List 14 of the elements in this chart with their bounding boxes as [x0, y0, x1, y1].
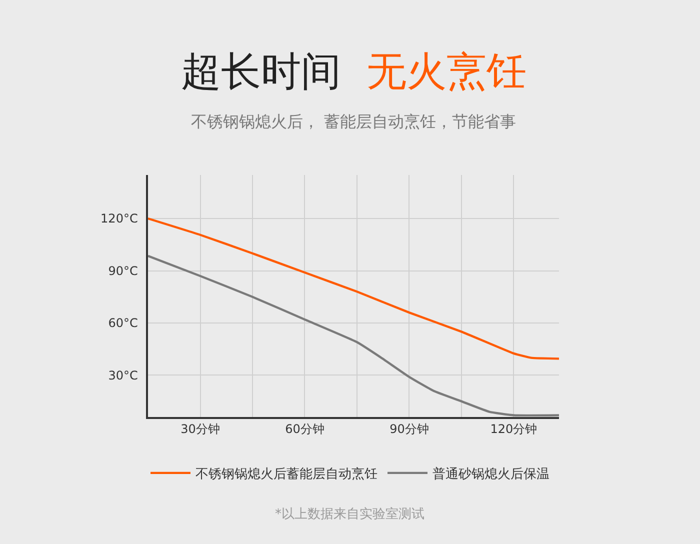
line-series [148, 217, 559, 360]
y-tick-label: 60°C [108, 316, 138, 330]
legend-label: 不锈钢锅熄火后蓄能层自动烹饪 [196, 466, 378, 482]
x-tick-label: 120分钟 [490, 422, 538, 436]
legend-label: 普通砂锅熄火后保温 [432, 466, 550, 482]
text: *以上数据来自实验室测试 [275, 506, 424, 522]
y-tick-label: 120°C [100, 212, 138, 226]
chart-title: 超长时间 无火烹饪 [181, 49, 526, 95]
y-tick-label: 30°C [108, 368, 138, 382]
chart-subtitle: 不锈钢锅熄火后， 蓄能层自动烹饪，节能省事 [191, 112, 516, 131]
x-tick-label: 30分钟 [180, 422, 220, 436]
y-tick-label: 90°C [108, 264, 138, 278]
x-tick-label: 60分钟 [285, 422, 324, 436]
x-tick-label: 90分钟 [390, 422, 429, 436]
